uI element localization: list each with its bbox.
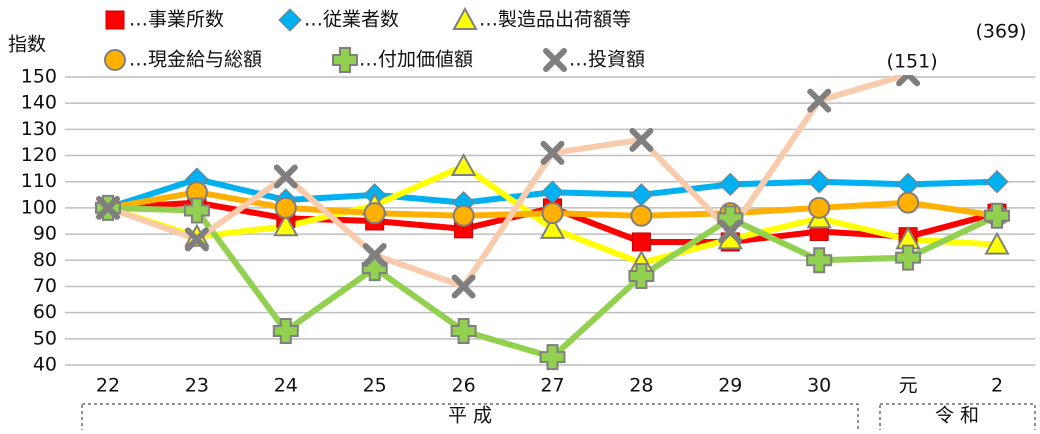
series-line	[107, 75, 912, 290]
x-tick-label: 26	[452, 375, 476, 397]
legend-label: …付加価値額	[359, 49, 473, 71]
era-label: 令 和	[935, 405, 979, 427]
y-axis-label: 指数	[8, 34, 46, 56]
era-label: 平 成	[448, 405, 492, 427]
x-tick-label: 28	[629, 375, 653, 397]
y-tick-label: 50	[33, 327, 57, 349]
marker	[807, 88, 832, 113]
marker	[628, 262, 655, 289]
marker	[984, 231, 1010, 255]
y-tick-label: 150	[21, 66, 57, 88]
x-tick-label: 30	[807, 375, 831, 397]
y-tick-label: 40	[33, 354, 57, 376]
y-tick-label: 120	[21, 144, 57, 166]
y-tick-label: 130	[21, 118, 57, 140]
era-box	[879, 403, 1036, 434]
marker	[543, 48, 567, 72]
marker	[718, 172, 743, 197]
x-tick-label: 25	[363, 375, 387, 397]
marker	[985, 170, 1009, 194]
marker	[278, 8, 302, 32]
legend-label: …従業者数	[304, 9, 399, 31]
marker	[539, 344, 566, 371]
marker	[272, 317, 299, 344]
y-tick-label: 60	[33, 301, 57, 323]
annotation: (369)	[975, 21, 1026, 43]
x-tick-label: 23	[185, 375, 209, 397]
marker	[984, 202, 1010, 229]
legend-label: …現金給与総額	[129, 49, 262, 71]
marker	[629, 183, 654, 207]
marker	[896, 75, 921, 87]
y-tick-label: 100	[21, 196, 57, 218]
marker	[273, 213, 299, 237]
marker	[105, 10, 125, 30]
marker	[273, 164, 298, 189]
marker	[540, 140, 565, 165]
marker	[274, 196, 297, 219]
x-tick-label: 27	[540, 375, 564, 397]
x-tick-label: 22	[96, 375, 120, 397]
marker	[450, 152, 477, 177]
x-tick-label: 元	[899, 375, 918, 397]
legend-label: …事業所数	[129, 9, 224, 31]
marker	[539, 215, 566, 239]
x-tick-label: 29	[718, 375, 742, 397]
marker	[332, 47, 358, 73]
marker	[808, 196, 831, 219]
marker	[96, 195, 120, 220]
marker	[363, 202, 386, 225]
marker	[630, 204, 653, 227]
y-tick-label: 70	[33, 275, 57, 297]
series-area	[95, 75, 1010, 371]
marker	[452, 204, 475, 227]
marker	[718, 219, 743, 244]
x-tick-label: 24	[274, 375, 298, 397]
marker	[184, 227, 209, 252]
y-tick-label: 140	[21, 92, 57, 114]
annotation: (151)	[887, 51, 938, 73]
legend-label: …投資額	[569, 49, 645, 71]
marker	[450, 317, 477, 344]
marker	[806, 247, 833, 274]
era-box	[81, 403, 859, 434]
x-tick-label: 2	[991, 375, 1003, 397]
marker	[897, 191, 920, 214]
legend-label: …製造品出荷額等	[479, 9, 631, 31]
marker	[629, 127, 654, 152]
marker	[362, 243, 387, 268]
y-tick-label: 80	[33, 249, 57, 271]
marker	[807, 170, 831, 194]
marker	[452, 6, 478, 30]
marker	[895, 244, 922, 271]
marker	[541, 202, 564, 225]
y-tick-label: 110	[21, 170, 57, 192]
marker	[183, 197, 210, 224]
marker	[104, 49, 126, 71]
y-tick-label: 90	[33, 223, 57, 245]
marker	[451, 274, 476, 299]
marker	[631, 232, 651, 252]
